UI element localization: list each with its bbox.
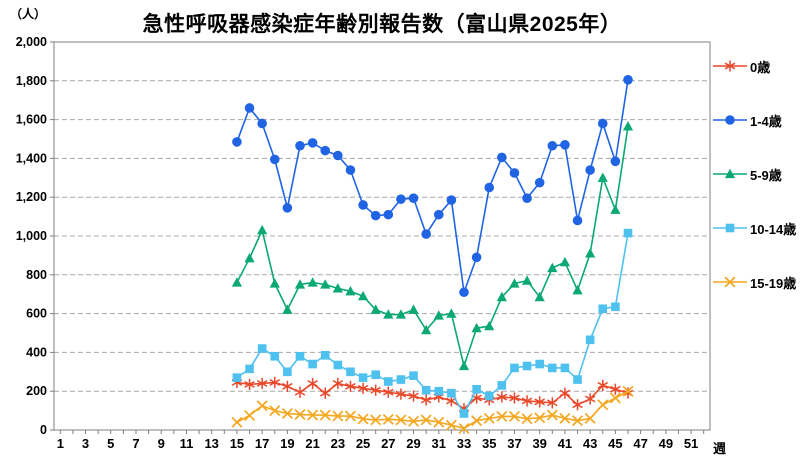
- series-age-10-14: [232, 228, 633, 418]
- x-tick-label: 51: [684, 436, 698, 451]
- series-age-15-19: [231, 385, 634, 434]
- x-axis-unit-label: 週: [713, 441, 727, 456]
- x-tick-label: 25: [356, 436, 370, 451]
- legend-item-age-5-9: 5-9歳: [712, 160, 800, 188]
- x-tick-label: 21: [305, 436, 319, 451]
- y-tick-label: 800: [26, 268, 47, 282]
- y-tick-label: 1,000: [16, 229, 47, 243]
- series-age-0: [231, 376, 634, 415]
- x-tick-label: 3: [82, 436, 89, 451]
- x-tick-label: 1: [57, 436, 64, 451]
- series-age-5-9: [231, 121, 634, 371]
- x-marker-icon: [713, 276, 747, 288]
- y-tick-label: 400: [26, 345, 47, 359]
- x-tick-label: 7: [132, 436, 139, 451]
- circle-marker-icon: [713, 115, 747, 125]
- x-tick-label: 11: [180, 436, 194, 451]
- legend-item-age-10-14: 10-14歳: [712, 214, 800, 242]
- y-tick-label: 1,200: [16, 190, 47, 204]
- x-tick-label: 37: [507, 436, 521, 451]
- legend-item-label: 0歳: [750, 59, 771, 75]
- x-tick-label: 19: [280, 436, 294, 451]
- y-tick-label: 1,800: [16, 74, 47, 88]
- y-axis-unit-label: （人）: [10, 7, 47, 21]
- triangle-marker-icon: [713, 168, 747, 179]
- x-tick-label: 31: [432, 436, 446, 451]
- legend-item-label: 15-19歳: [750, 275, 797, 291]
- legend-item-label: 10-14歳: [750, 221, 797, 237]
- square-marker-icon: [713, 223, 747, 233]
- y-tick-label: 2,000: [16, 35, 47, 49]
- x-tick-label: 45: [608, 436, 622, 451]
- x-tick-label: 33: [457, 436, 471, 451]
- chart-title: 急性呼吸器感染症年齢別報告数（富山県2025年）: [142, 13, 622, 36]
- y-tick-label: 1,400: [16, 151, 47, 165]
- x-tick-label: 23: [331, 436, 345, 451]
- x-tick-label: 49: [659, 436, 673, 451]
- series-age-1-4: [232, 75, 633, 298]
- x-tick-label: 43: [583, 436, 597, 451]
- x-tick-label: 13: [204, 436, 218, 451]
- x-axis: 1 3 5 7 9 11 13 15 17 19 21 23 25 27 29 31 33 35 37 39 41 43 4…: [57, 430, 705, 451]
- x-tick-label: 17: [255, 436, 269, 451]
- asterisk-marker-icon: [713, 60, 747, 72]
- legend-item-age-1-4: 1-4歳: [712, 106, 800, 134]
- y-tick-label: 600: [26, 307, 47, 321]
- legend-item-label: 5-9歳: [750, 167, 782, 183]
- x-tick-label: 35: [482, 436, 496, 451]
- x-tick-label: 47: [633, 436, 647, 451]
- legend: 0歳 1-4歳 5-9歳 10-14歳 15-19歳: [712, 52, 800, 322]
- x-tick-label: 5: [107, 436, 114, 451]
- x-tick-label: 29: [406, 436, 420, 451]
- y-tick-label: 0: [40, 423, 47, 437]
- legend-item-age-0: 0歳: [712, 52, 800, 80]
- x-tick-label: 39: [532, 436, 546, 451]
- gridlines: [54, 80, 710, 392]
- x-tick-label: 27: [381, 436, 395, 451]
- x-tick-label: 9: [158, 436, 165, 451]
- legend-item-label: 1-4歳: [750, 113, 782, 129]
- x-tick-label: 41: [558, 436, 572, 451]
- y-tick-label: 200: [26, 384, 47, 398]
- y-axis: 0 200 400 600 800 1,000 1,200 1,400 1,600 1,800 2,…: [16, 35, 54, 437]
- y-tick-label: 1,600: [16, 113, 47, 127]
- legend-item-age-15-19: 15-19歳: [712, 268, 800, 296]
- x-tick-label: 15: [230, 436, 244, 451]
